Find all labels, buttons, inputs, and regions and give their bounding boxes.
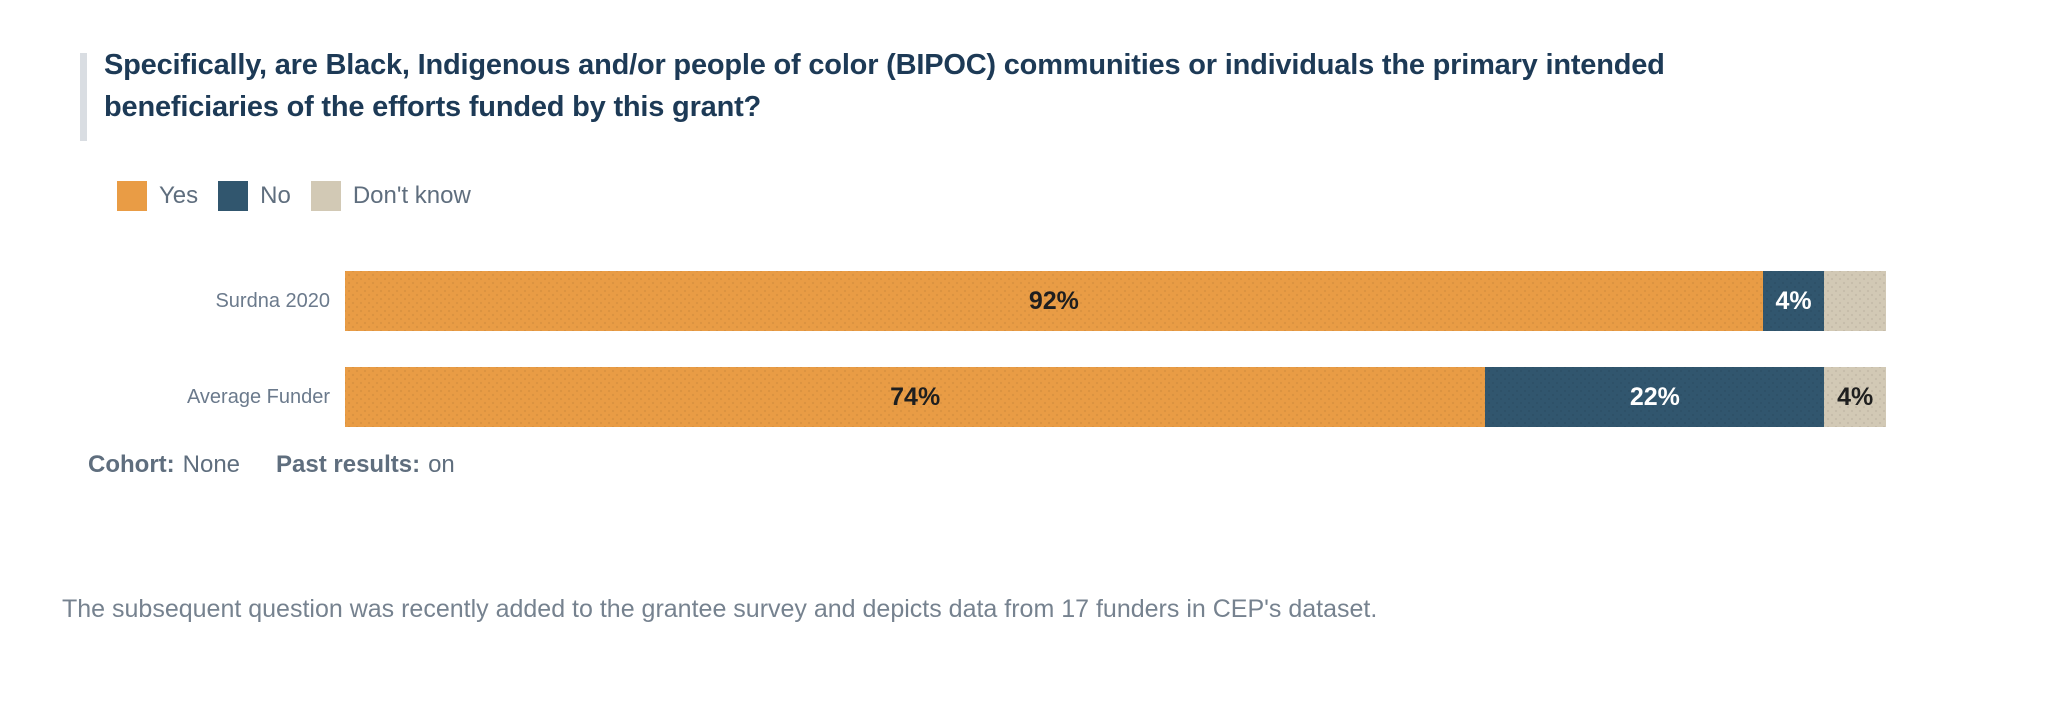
chart-row-average-funder: Average Funder 74% 22% 4% [58, 367, 1886, 427]
stacked-bar-average-funder: 74% 22% 4% [345, 367, 1886, 427]
question-title: Specifically, are Black, Indigenous and/… [104, 44, 1904, 128]
footnote-text: The subsequent question was recently add… [62, 595, 1378, 623]
stacked-bar-surdna-2020: 92% 4% [345, 271, 1886, 331]
legend-label-yes: Yes [159, 182, 199, 209]
legend-item-yes[interactable]: Yes [117, 181, 198, 211]
bar-segment-surdna-2020-no[interactable]: 4% [1762, 271, 1825, 331]
bar-segment-surdna-2020-don-t-know[interactable] [1824, 271, 1886, 331]
category-label-surdna-2020: Surdna 2020 [215, 289, 330, 312]
legend-item-don-t-know[interactable]: Don't know [310, 181, 471, 211]
past-results-label: Past results: [276, 451, 421, 478]
bar-segment-surdna-2020-yes[interactable]: 92% [345, 271, 1763, 331]
title-accent-bar [80, 53, 87, 141]
cohort-value: None [182, 451, 241, 478]
question-title-line2: beneficiaries of the efforts funded by t… [104, 91, 762, 123]
legend-item-no[interactable]: No [218, 181, 291, 211]
legend-swatch-yes [117, 181, 147, 211]
stacked-bar-chart: Surdna 2020 92% 4% Average Funder 74% 22% 4% [58, 271, 1886, 463]
legend-swatch-no [218, 181, 249, 211]
question-title-line1: Specifically, are Black, Indigenous and/… [104, 49, 1665, 81]
legend-label-don-t-know: Don't know [352, 182, 471, 209]
chart-filters: Cohort: None Past results: on [88, 451, 455, 479]
cohort-filter: Cohort: None [88, 451, 240, 479]
bar-segment-average-funder-yes[interactable]: 74% [345, 367, 1486, 427]
cohort-label: Cohort: [88, 451, 175, 478]
category-label-average-funder: Average Funder [186, 385, 330, 408]
past-results-filter: Past results: on [276, 451, 455, 479]
chart-row-surdna-2020: Surdna 2020 92% 4% [58, 271, 1886, 331]
legend-label-no: No [260, 182, 291, 209]
legend-swatch-don-t-know [310, 181, 341, 211]
chart-legend: Yes No Don't know [117, 181, 471, 211]
past-results-value: on [428, 451, 455, 478]
bar-segment-average-funder-no[interactable]: 22% [1485, 367, 1825, 427]
bar-segment-average-funder-don-t-know[interactable]: 4% [1824, 367, 1886, 427]
